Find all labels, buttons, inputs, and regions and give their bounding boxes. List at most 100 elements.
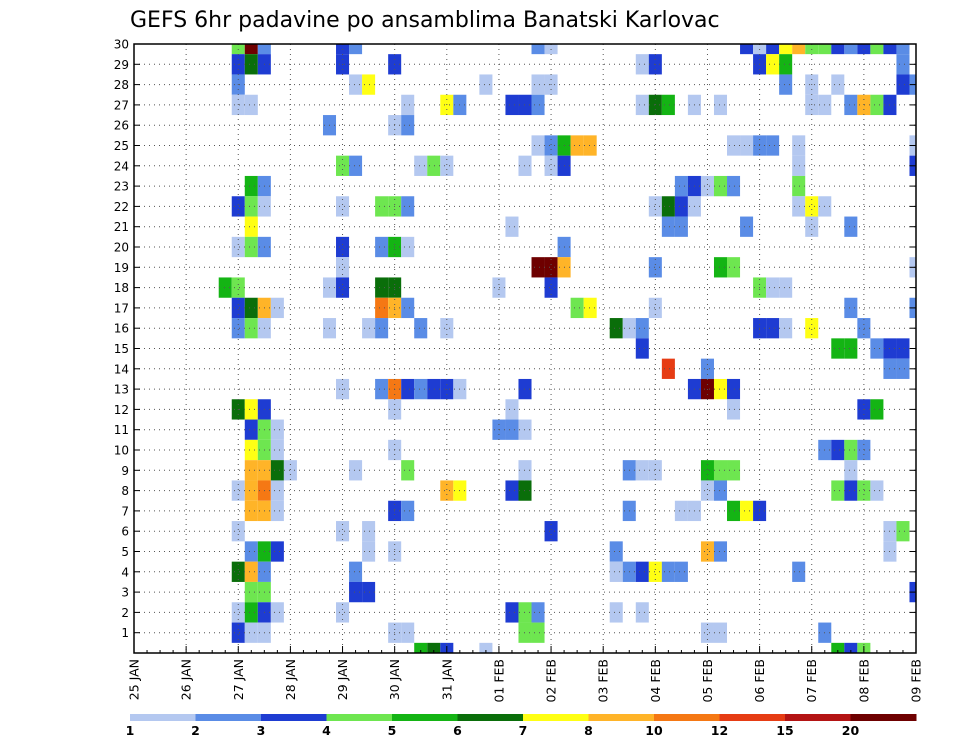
precip-cell — [844, 44, 858, 55]
colorbar-label: 15 — [776, 723, 793, 738]
precip-cell — [779, 44, 793, 55]
y-tick-label: 14 — [114, 362, 129, 376]
y-tick-label: 27 — [114, 98, 129, 112]
precip-cell — [440, 480, 454, 501]
colorbar-swatch — [719, 714, 786, 721]
precip-cell — [727, 460, 741, 481]
precip-cell — [231, 602, 245, 623]
precip-cell — [792, 561, 806, 582]
y-tick-label: 5 — [121, 545, 129, 559]
colorbar-label: 7 — [519, 723, 528, 738]
precip-cell — [375, 318, 389, 339]
precip-cell — [740, 135, 754, 156]
precip-cell — [583, 297, 597, 319]
precip-cell — [609, 602, 623, 623]
x-tick-label: 03 FEB — [596, 659, 611, 703]
precip-cell — [244, 44, 258, 55]
precip-cell — [440, 155, 454, 176]
dotted-grid — [134, 44, 916, 653]
precip-cell — [231, 297, 245, 319]
x-tick-label: 30 JAN — [387, 659, 402, 700]
precip-cell — [505, 399, 519, 420]
precip-cell — [505, 419, 519, 440]
y-tick-label: 26 — [114, 119, 129, 133]
precip-cell — [544, 135, 558, 156]
precip-cell — [362, 318, 376, 339]
x-tick-label: 25 JAN — [127, 659, 142, 700]
precip-cell — [844, 439, 858, 461]
precip-cell — [505, 602, 519, 623]
colorbar-label: 20 — [842, 723, 860, 738]
precip-cell — [544, 155, 558, 176]
x-tick-label: 06 FEB — [752, 659, 767, 703]
precip-cell — [844, 297, 858, 319]
precip-cell — [870, 44, 884, 55]
y-tick-label: 24 — [114, 159, 129, 173]
precip-cell — [244, 94, 258, 116]
precip-cell — [805, 196, 819, 217]
colorbar-label: 4 — [322, 723, 331, 738]
colorbar-swatch — [588, 714, 655, 721]
precip-cell — [713, 460, 728, 481]
colorbar-label: 12 — [711, 723, 728, 738]
precip-cell — [896, 54, 910, 75]
precip-cell — [270, 460, 284, 481]
precip-cell — [674, 500, 688, 522]
precip-cell — [505, 94, 519, 116]
precip-cell — [831, 480, 845, 501]
precip-cell — [792, 135, 806, 156]
precip-cell — [713, 541, 728, 562]
x-tick-label: 27 JAN — [231, 659, 246, 700]
precip-cell — [244, 196, 258, 217]
precip-cell — [401, 94, 415, 116]
precip-cell — [831, 338, 845, 359]
colorbar-swatch — [523, 714, 589, 721]
precip-cell — [766, 135, 780, 156]
x-axis-ticks: 25 JAN 26 JAN 27 JAN 28 JAN 29 JAN 30 JAN 31 J… — [127, 646, 924, 703]
precip-cell — [740, 216, 754, 237]
y-tick-label: 11 — [114, 423, 129, 437]
x-tick-label: 09 FEB — [909, 659, 924, 703]
precip-cell — [349, 74, 363, 95]
precip-cell — [700, 358, 714, 379]
precip-cell — [231, 277, 245, 298]
precip-cell — [479, 642, 493, 653]
precip-cell — [700, 460, 714, 481]
precip-cell — [635, 94, 649, 116]
precip-cell — [609, 561, 623, 582]
precip-cell — [427, 378, 441, 400]
precip-cell — [844, 94, 858, 116]
precip-cell — [844, 338, 858, 359]
precip-cell — [648, 460, 662, 481]
precip-cell — [362, 521, 376, 542]
precip-cell — [375, 378, 389, 400]
precip-cell — [244, 216, 258, 237]
precip-cell — [244, 318, 258, 339]
precip-cell — [218, 277, 232, 298]
precip-cell — [857, 480, 871, 501]
precip-cell — [375, 196, 389, 217]
precip-cell — [609, 318, 623, 339]
precip-cell — [349, 561, 363, 582]
y-tick-label: 2 — [121, 606, 129, 620]
x-tick-label: 05 FEB — [700, 659, 715, 703]
precip-cell — [661, 94, 675, 116]
y-tick-label: 16 — [114, 322, 129, 336]
x-tick-label: 02 FEB — [544, 659, 559, 703]
colorbar-swatch — [392, 714, 458, 721]
precipitation-cells — [218, 44, 916, 653]
precip-cell — [244, 236, 258, 258]
precip-cell — [231, 318, 245, 339]
precip-cell — [375, 277, 389, 298]
precip-cell — [362, 581, 376, 603]
precip-cell — [244, 175, 258, 197]
precip-cell — [648, 561, 662, 582]
precip-cell — [505, 480, 519, 501]
y-tick-label: 28 — [114, 78, 129, 92]
colorbar-swatch — [457, 714, 524, 721]
precip-cell — [727, 257, 741, 278]
precip-cell — [635, 460, 649, 481]
precip-cell — [244, 541, 258, 562]
precip-cell — [700, 480, 714, 501]
